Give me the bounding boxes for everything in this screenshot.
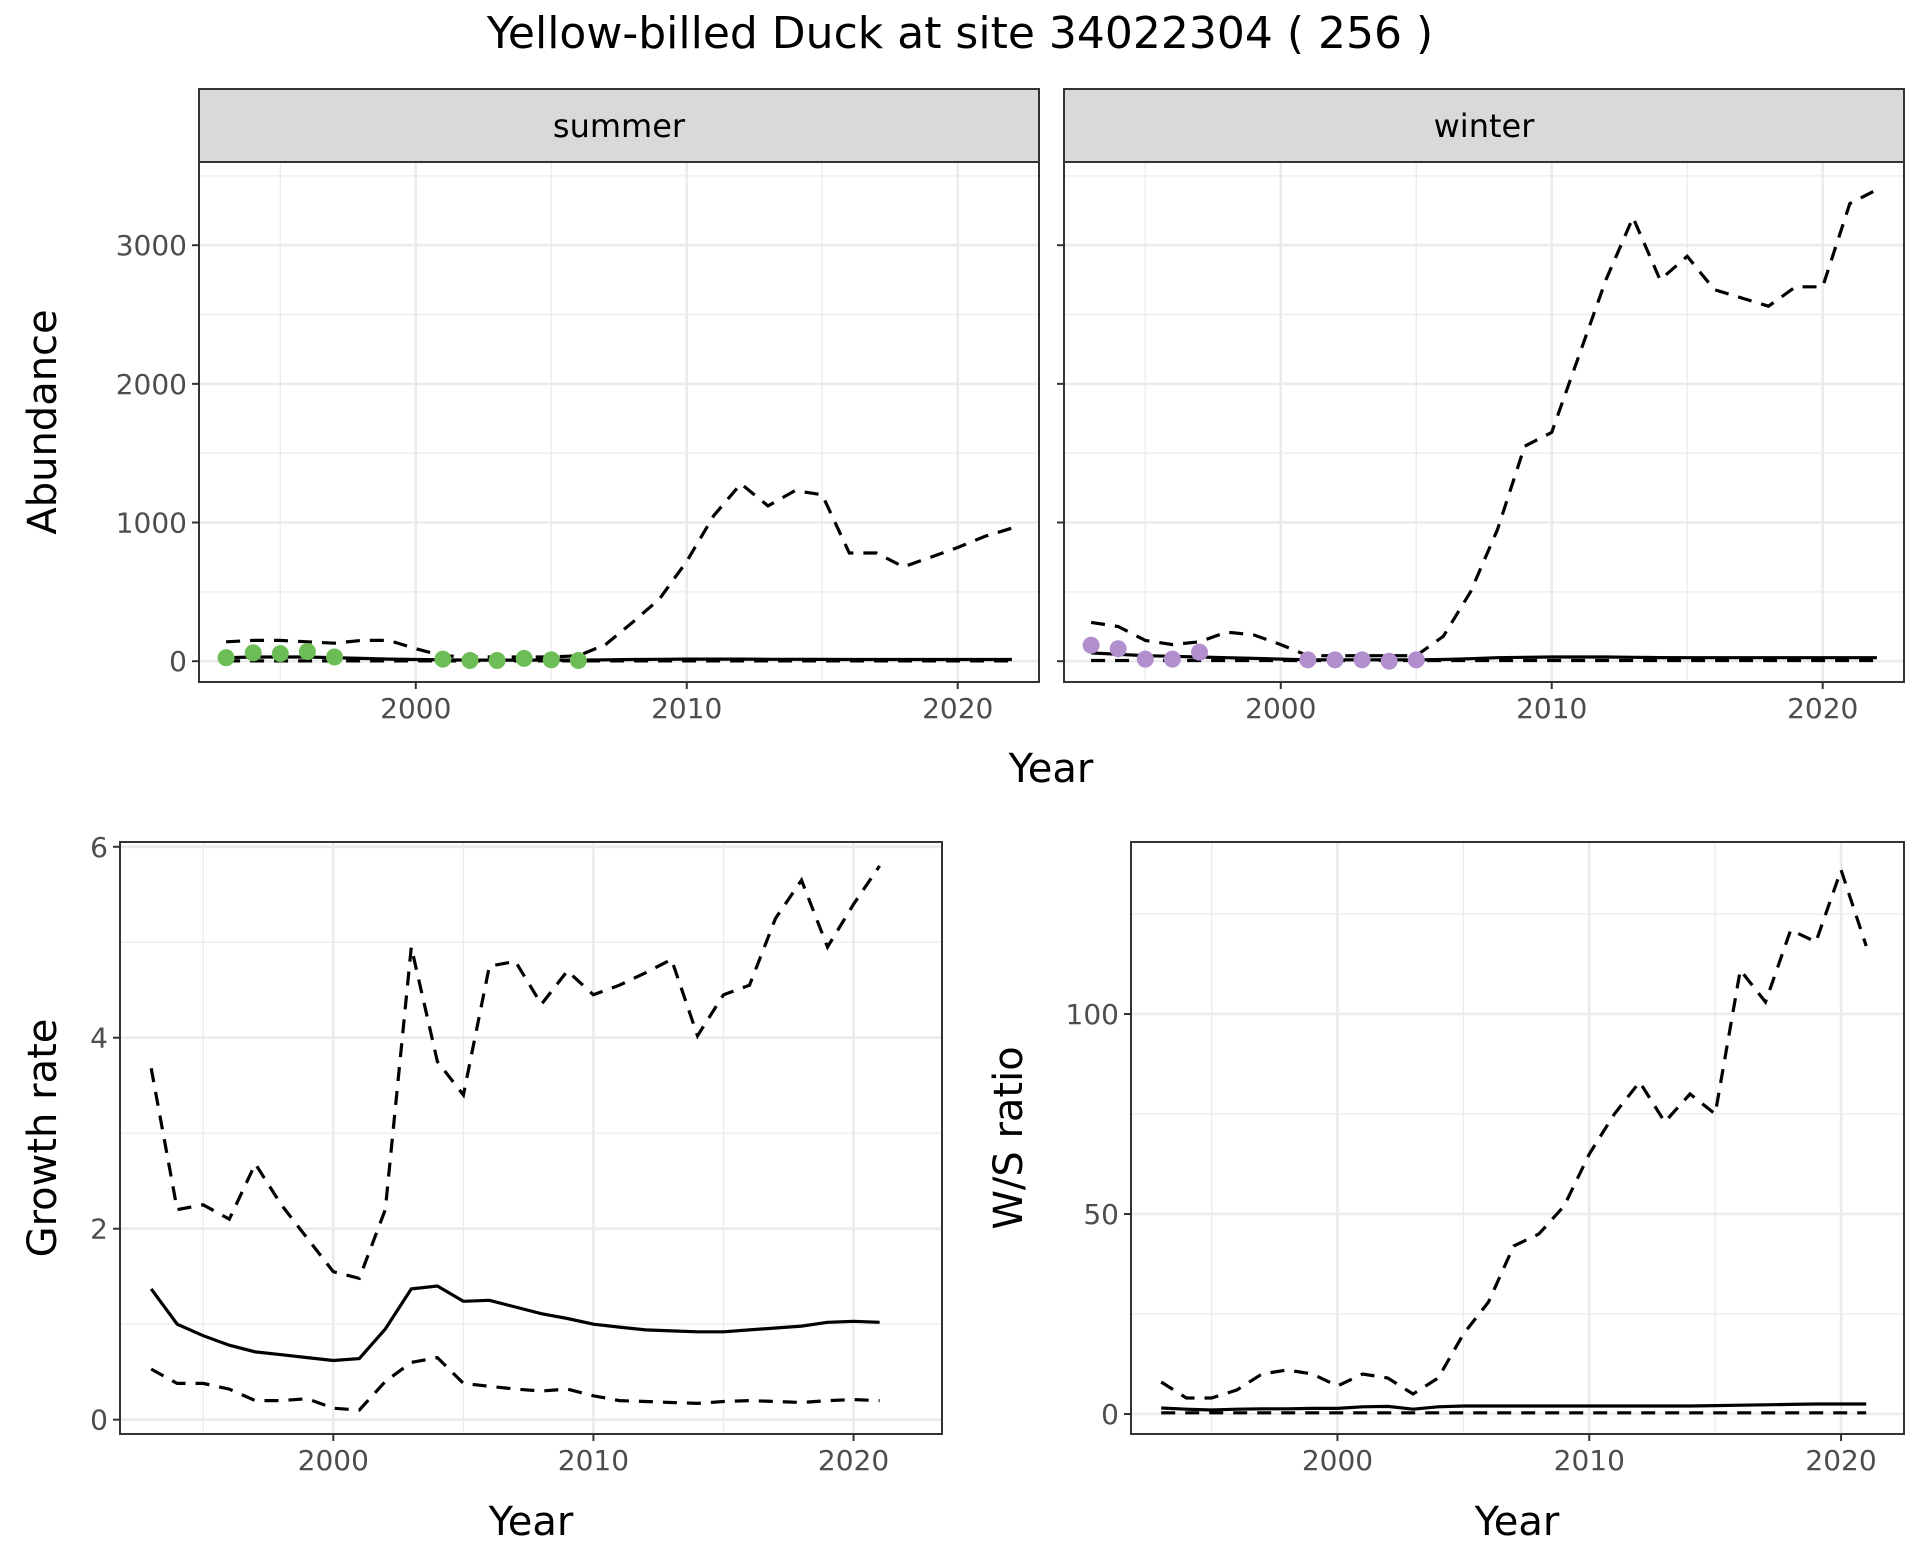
abundance-winter-panel: winter 2000 2010 2020	[1057, 88, 1905, 725]
strip-winter-label: winter	[1434, 107, 1536, 145]
observation-point	[298, 642, 316, 660]
observation-point	[434, 650, 452, 668]
x-axis-title: Year	[488, 1499, 574, 1545]
y-tick-label: 100	[1066, 998, 1119, 1031]
y-tick-label: 4	[90, 1022, 108, 1055]
observation-point	[325, 648, 343, 666]
observation-point	[271, 645, 289, 663]
x-tick-label: 2000	[1245, 692, 1316, 725]
y-tick-label: 0	[169, 645, 187, 678]
observation-point	[1299, 651, 1317, 669]
y-tick-label: 2000	[116, 368, 187, 401]
interval-line-1	[226, 481, 1013, 659]
median-line-0	[1161, 1402, 1867, 1412]
y-tick-label: 1000	[116, 507, 187, 540]
median-line-0	[149, 1284, 880, 1363]
observation-point	[461, 652, 479, 670]
figure-title: Yellow-billed Duck at site 34022304 ( 25…	[486, 8, 1433, 59]
shared-x-axis-title: Year	[1008, 746, 1094, 792]
y-axis-title: Abundance	[20, 309, 66, 534]
strip-winter	[1063, 88, 1905, 163]
observation-point	[1082, 636, 1100, 654]
observation-point	[1136, 650, 1154, 668]
interval-line-1	[149, 864, 881, 1281]
y-tick-label: 6	[90, 831, 108, 864]
x-tick-label: 2010	[1516, 692, 1587, 725]
interval-line-2	[150, 1355, 880, 1412]
panel-border	[1130, 841, 1905, 1435]
growth-rate-panel: 2000 2010 2020 0 2 4 6 Growth rate Year	[20, 831, 943, 1545]
interval-line-1	[1090, 188, 1878, 658]
x-tick-label: 2020	[818, 1444, 889, 1477]
observation-point	[1326, 651, 1344, 669]
x-tick-label: 2000	[1302, 1444, 1373, 1477]
y-tick-label: 0	[90, 1404, 108, 1437]
observation-point	[488, 652, 506, 670]
y-tick-label: 50	[1083, 1198, 1119, 1231]
x-tick-label: 2020	[1805, 1444, 1876, 1477]
observation-point	[515, 649, 533, 667]
x-tick-label: 2020	[1787, 692, 1858, 725]
observation-point	[244, 644, 262, 662]
observation-point	[1380, 652, 1398, 670]
strip-summer	[198, 88, 1040, 163]
strip-summer-label: summer	[553, 107, 686, 145]
observation-point	[542, 651, 560, 669]
x-tick-label: 2010	[651, 692, 722, 725]
x-tick-label: 2000	[380, 692, 451, 725]
x-tick-label: 2010	[558, 1444, 629, 1477]
observation-point	[1190, 643, 1208, 661]
panel-border	[119, 841, 943, 1435]
x-axis-title: Year	[1474, 1499, 1560, 1545]
observation-point	[1353, 651, 1371, 669]
ws-ratio-panel: 2000 2010 2020 0 50 100 W/S ratio Year	[986, 841, 1905, 1545]
observation-point	[1407, 651, 1425, 669]
interval-line-1	[1160, 865, 1868, 1400]
observation-point	[1163, 650, 1181, 668]
y-tick-label: 3000	[116, 229, 187, 262]
observation-point	[1109, 640, 1127, 658]
y-tick-label: 2	[90, 1213, 108, 1246]
observation-point	[217, 649, 235, 667]
y-axis-title: W/S ratio	[986, 1046, 1032, 1229]
y-axis-title: Growth rate	[20, 1019, 66, 1258]
x-tick-label: 2020	[922, 692, 993, 725]
x-tick-label: 2000	[298, 1444, 369, 1477]
median-line-0	[1091, 651, 1877, 662]
panel-border	[1063, 161, 1905, 683]
abundance-summer-panel: summer 2000 2010 2020 0 1000 2000 3000 Abundan…	[20, 88, 1040, 725]
panel-border	[198, 161, 1040, 683]
y-tick-label: 0	[1101, 1398, 1119, 1431]
x-tick-label: 2010	[1554, 1444, 1625, 1477]
observation-point	[569, 652, 587, 670]
